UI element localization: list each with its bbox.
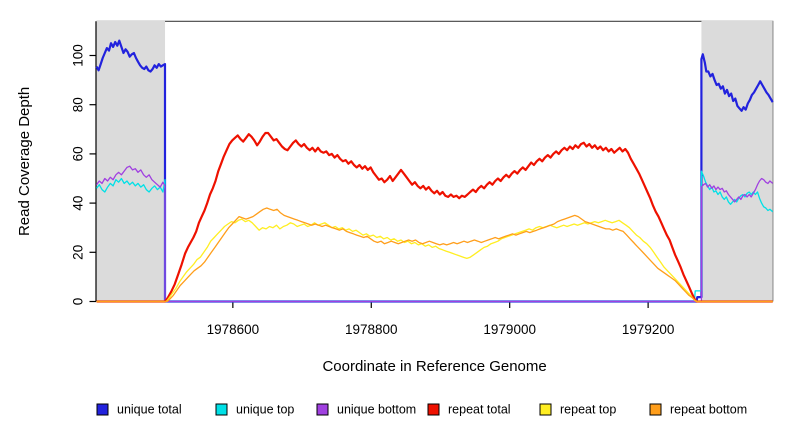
series-line-repeat-top <box>96 218 773 303</box>
plot-box-border <box>96 20 774 302</box>
y-tick-label: 40 <box>71 196 86 211</box>
legend-label-repeat-total: repeat total <box>448 403 511 417</box>
legend-label-repeat-top: repeat top <box>560 403 616 417</box>
legend-swatch-unique-bottom <box>316 403 329 416</box>
y-tick-label: 0 <box>71 298 86 306</box>
x-tick-label: 1979200 <box>622 322 675 337</box>
shaded-region-right <box>701 20 773 302</box>
y-tick-label: 100 <box>71 44 86 67</box>
y-axis-title: Read Coverage Depth <box>16 87 33 236</box>
legend-swatch-unique-top <box>215 403 228 416</box>
series-line-unique-top <box>95 170 774 303</box>
legend-swatch-repeat-top <box>539 403 552 416</box>
x-axis-title: Coordinate in Reference Genome <box>322 358 546 375</box>
legend-swatch-repeat-total <box>427 403 440 416</box>
legend-label-unique-total: unique total <box>117 403 182 417</box>
legend-label-unique-bottom: unique bottom <box>337 403 416 417</box>
y-tick-label: 60 <box>71 146 86 161</box>
series-line-repeat-total <box>96 131 773 303</box>
legend-label-repeat-bottom: repeat bottom <box>670 403 747 417</box>
x-tick-label: 1979000 <box>483 322 536 337</box>
series-line-repeat-bottom <box>96 207 773 303</box>
legend-label-unique-top: unique top <box>236 403 294 417</box>
series-line-unique-total <box>95 39 774 303</box>
shaded-region-left <box>96 20 166 302</box>
legend-swatch-unique-total <box>96 403 109 416</box>
series-line-unique-bottom <box>95 165 774 303</box>
legend-swatch-repeat-bottom <box>649 403 662 416</box>
x-tick-label: 1978800 <box>345 322 398 337</box>
y-tick-label: 20 <box>71 245 86 260</box>
x-tick-label: 1978600 <box>207 322 260 337</box>
y-tick-label: 80 <box>71 97 86 112</box>
